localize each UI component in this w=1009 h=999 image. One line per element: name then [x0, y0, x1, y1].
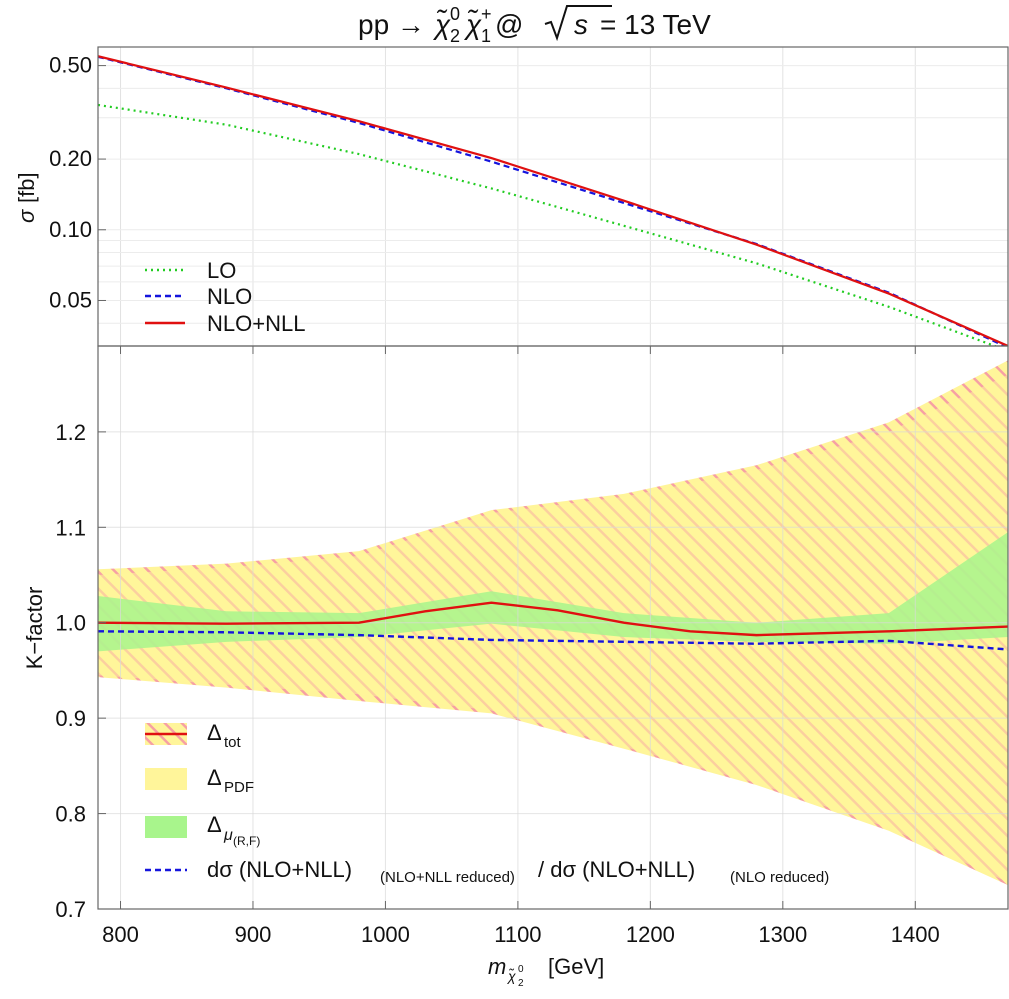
bottom-ytick-label: 1.1	[55, 515, 86, 540]
bottom-xtick-label: 800	[102, 922, 139, 947]
legend-label-lo: LO	[207, 258, 236, 283]
bottom-panel: 0.7 0.8 0.9 1.0 1.1 1.2 800 900 1000 1100 1200 130…	[22, 345, 1009, 989]
bottom-panel-y-ticks: 0.7 0.8 0.9 1.0 1.1 1.2	[55, 420, 106, 922]
xlabel-symbol: m	[488, 954, 506, 979]
legend-label-delta-mu-sub: μ	[223, 827, 233, 844]
legend-label-delta-tot-sub: tot	[224, 734, 242, 751]
legend-label-nlo: NLO	[207, 284, 252, 309]
legend-label-ratio-sub-1: (NLO+NLL reduced)	[380, 869, 515, 886]
bottom-panel-x-ticks: 800 900 1000 1100 1200 1300 1400	[102, 346, 940, 947]
legend-label-delta-mu-subsub: (R,F)	[233, 834, 260, 848]
legend-item-delta-pdf: Δ PDF	[145, 765, 254, 796]
top-panel-series	[98, 55, 1008, 346]
bottom-xtick-label: 1400	[891, 922, 940, 947]
legend-item-nlo-nll: NLO+NLL	[145, 311, 305, 336]
top-panel-y-ticks: 0.05 0.10 0.20 0.50	[49, 53, 106, 312]
title-particle-2-sup: +	[481, 4, 492, 24]
bottom-xtick-label: 1300	[758, 922, 807, 947]
title-particle-2: χ̃	[463, 9, 482, 40]
bottom-panel-frame	[97, 345, 1009, 910]
bottom-panel-series	[98, 601, 1008, 651]
sqrt-sign-icon	[544, 5, 612, 42]
chart-title: pp → χ̃ 2 0 χ̃ 1 + @ s = 13 TeV	[358, 4, 711, 46]
top-ytick-label: 0.20	[49, 146, 92, 171]
top-legend: LO NLO NLO+NLL	[145, 258, 305, 336]
legend-item-ratio: dσ (NLO+NLL) (NLO+NLL reduced) / dσ (NLO…	[145, 857, 829, 886]
title-prefix: pp →	[358, 9, 425, 40]
legend-label-delta-pdf: Δ	[207, 765, 222, 790]
legend-item-nlo: NLO	[145, 284, 252, 309]
title-particle-1-sup: 0	[450, 4, 460, 24]
band-delta-mu	[98, 532, 1008, 652]
legend-label-delta-pdf-sub: PDF	[224, 779, 254, 796]
legend-item-delta-mu: Δ μ (R,F)	[145, 812, 260, 848]
bottom-ytick-label: 1.0	[55, 611, 86, 636]
top-ylabel-unit: [fb]	[14, 172, 39, 203]
legend-label-nlo-nll: NLO+NLL	[207, 311, 305, 336]
legend-label-ratio-1: dσ (NLO+NLL)	[207, 857, 352, 882]
bottom-xtick-label: 1200	[626, 922, 675, 947]
top-panel: 0.05 0.10 0.20 0.50 σ [fb] LO NLO NLO+NLL	[14, 46, 1009, 347]
bottom-ylabel: K−factor	[22, 587, 47, 670]
bottom-ytick-label: 0.7	[55, 897, 86, 922]
x-axis-label: m χ̃ 2 0 [GeV]	[488, 954, 604, 989]
top-ylabel-symbol: σ	[14, 209, 39, 223]
title-sqrt-arg: s	[574, 9, 588, 40]
title-particle-1: χ̃	[432, 9, 451, 40]
title-particle-2-sub: 1	[481, 26, 491, 46]
legend-label-delta-tot: Δ	[207, 720, 222, 745]
top-panel-grid	[98, 47, 1008, 346]
xlabel-sub: χ̃	[506, 968, 516, 984]
xlabel-subsup: 0	[518, 964, 524, 975]
legend-item-delta-tot: Δ tot	[145, 720, 242, 751]
top-panel-y-axis-label: σ [fb]	[14, 172, 39, 223]
legend-label-ratio-sub-2: (NLO reduced)	[730, 869, 829, 886]
xlabel-unit: [GeV]	[548, 954, 604, 979]
legend-swatch-delta-mu	[145, 816, 187, 838]
bottom-ytick-label: 1.2	[55, 420, 86, 445]
title-particle-1-sub: 2	[450, 26, 460, 46]
legend-item-lo: LO	[145, 258, 236, 283]
top-ytick-label: 0.05	[49, 287, 92, 312]
bottom-series-delta-tot-central	[98, 601, 1008, 637]
top-series-nlo-nll	[98, 55, 1008, 346]
bottom-series-ratio	[98, 630, 1008, 651]
bottom-ytick-label: 0.8	[55, 802, 86, 827]
top-series-lo	[98, 103, 998, 346]
legend-label-ratio-2: / dσ (NLO+NLL)	[538, 857, 695, 882]
bottom-xtick-label: 1000	[361, 922, 410, 947]
legend-label-delta-mu: Δ	[207, 812, 222, 837]
top-ytick-label: 0.10	[49, 217, 92, 242]
bottom-xtick-label: 1100	[494, 922, 541, 947]
bottom-legend: Δ tot Δ PDF Δ μ (R,F) dσ (NLO+NLL) (NLO+…	[145, 720, 829, 886]
title-energy: = 13 TeV	[600, 9, 711, 40]
top-ytick-label: 0.50	[49, 53, 92, 78]
bottom-ytick-label: 0.9	[55, 706, 86, 731]
legend-swatch-delta-pdf	[145, 768, 187, 790]
xlabel-subsub: 2	[518, 978, 524, 989]
bottom-xtick-label: 900	[235, 922, 272, 947]
title-at: @	[495, 9, 523, 40]
